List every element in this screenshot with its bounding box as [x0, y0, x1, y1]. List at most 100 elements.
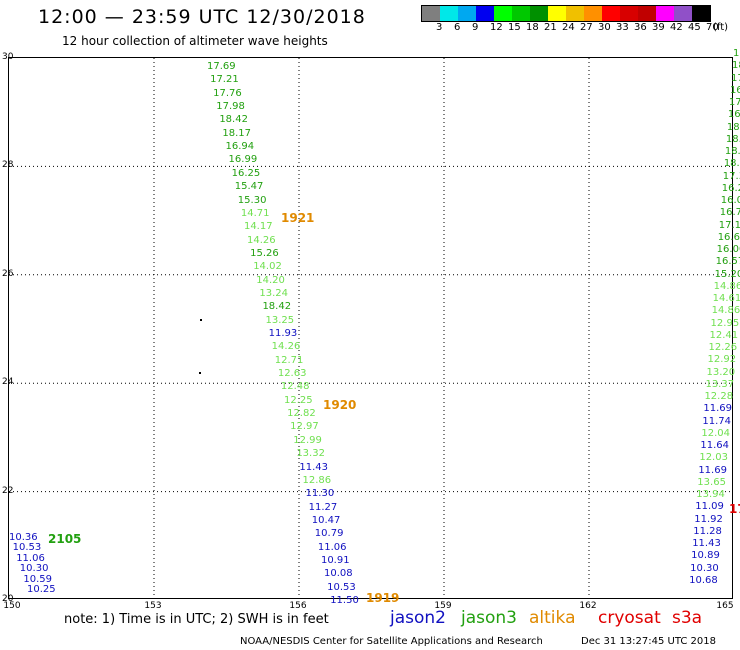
- wave-height-value: 16.63: [717, 231, 740, 243]
- wave-height-value: 10.79: [314, 528, 344, 540]
- wave-height-value: 16: [727, 109, 740, 121]
- legend-swatch: [674, 6, 692, 21]
- footer-source: NOAA/NESDIS Center for Satellite Applica…: [240, 636, 543, 647]
- wave-height-value: 12.92: [707, 354, 737, 366]
- track-marker-dot: [200, 319, 202, 321]
- legend-swatch: [584, 6, 602, 21]
- longitude-tick: 150: [3, 601, 21, 611]
- wave-height-value: 13.37: [705, 378, 735, 390]
- wave-height-value: 16.94: [225, 141, 255, 153]
- wave-height-value: 15.47: [234, 181, 264, 193]
- wave-height-value: 12.26: [708, 342, 738, 353]
- wave-height-value: 18.42: [262, 301, 292, 313]
- wave-height-value: 17: [728, 97, 740, 108]
- wave-height-value: 10.08: [324, 568, 353, 580]
- legend-label: 24: [562, 22, 575, 33]
- wave-height-value: 11.06: [16, 552, 45, 564]
- legend-label: 36: [634, 22, 647, 33]
- satellite-cryosat: cryosat: [598, 608, 661, 628]
- color-scale-labels: 3 6 9 12 15 18 21 24 27 30 33 36 39 42 45 70 (ft): [421, 22, 740, 34]
- legend-label: 12: [490, 22, 503, 33]
- pass-time-label: 1921: [281, 211, 315, 225]
- legend-swatch: [440, 6, 458, 21]
- legend-swatch: [566, 6, 584, 21]
- pass-time-label: 17: [729, 502, 740, 516]
- wave-height-value: 16.25: [231, 167, 261, 179]
- wave-height-value: 18.17: [222, 127, 252, 139]
- longitude-tick: 156: [289, 601, 307, 611]
- wave-height-value: 16.57: [715, 256, 740, 268]
- wave-height-value: 11.69: [698, 464, 727, 476]
- longitude-tick: 162: [579, 601, 597, 611]
- legend-label: 42: [670, 22, 683, 33]
- map-note: note: 1) Time is in UTC; 2) SWH is in fe…: [64, 612, 329, 627]
- legend-label: 70: [706, 22, 719, 33]
- legend-label: 9: [472, 22, 479, 33]
- legend-label: (ft): [713, 22, 729, 33]
- wave-height-value: 14.26: [247, 234, 276, 246]
- legend-swatch: [620, 6, 638, 21]
- wave-height-value: 11.30: [305, 488, 335, 500]
- longitude-tick: 165: [716, 601, 734, 611]
- pass-time-label: 2105: [48, 532, 82, 546]
- wave-height-value: 17: [733, 48, 740, 59]
- wave-height-value: 13.94: [696, 489, 725, 500]
- wave-height-value: 14.20: [256, 274, 285, 286]
- wave-height-value: 14.61: [712, 293, 740, 304]
- wave-height-value: 15.20: [714, 268, 740, 280]
- wave-height-value: 10.91: [320, 554, 350, 566]
- wave-height-value: 13.25: [265, 314, 295, 326]
- track-marker-dot: [199, 372, 201, 374]
- satellite-altika: altika: [529, 608, 576, 628]
- legend-label: 3: [436, 22, 443, 33]
- wave-height-value: 10.53: [327, 581, 356, 593]
- satellite-jason2: jason2: [390, 608, 446, 628]
- wave-height-value: 10.30: [19, 563, 49, 575]
- wave-height-value: 13.32: [296, 448, 325, 460]
- wave-height-value: 12.86: [302, 474, 332, 486]
- wave-height-value: 12.04: [701, 427, 731, 439]
- legend-swatch: [512, 6, 530, 21]
- latitude-tick: 26: [2, 268, 14, 279]
- wave-height-value: 18: [731, 60, 740, 72]
- wave-height-value: 12.48: [280, 381, 310, 393]
- legend-swatch: [548, 6, 566, 21]
- wave-height-value: 16.0: [720, 195, 740, 206]
- wave-height-value: 18: [726, 121, 740, 133]
- wave-height-value: 10.36: [9, 532, 38, 543]
- legend-swatch: [458, 6, 476, 21]
- legend-swatch: [656, 6, 674, 21]
- wave-height-value: 13.20: [706, 366, 736, 378]
- wave-height-value: 16: [729, 84, 740, 96]
- wave-height-value: 11.64: [700, 440, 729, 451]
- wave-height-value: 11.28: [693, 525, 722, 537]
- wave-height-value: 14.02: [253, 261, 282, 273]
- legend-swatch: [638, 6, 656, 21]
- map-plot-area: [8, 57, 733, 599]
- wave-height-value: 16.00: [716, 244, 740, 255]
- wave-height-value: 12.41: [709, 329, 739, 341]
- wave-height-value: 10.89: [691, 550, 720, 562]
- wave-height-value: 10.25: [27, 584, 56, 595]
- pass-time-label: 1919: [366, 591, 400, 605]
- lat-lon-grid: [9, 58, 732, 598]
- wave-height-value: 17.98: [216, 101, 245, 113]
- legend-label: 45: [688, 22, 701, 33]
- wave-height-value: 12.28: [704, 391, 734, 402]
- legend-label: 21: [544, 22, 557, 33]
- latitude-tick: 22: [2, 485, 14, 496]
- satellite-jason3: jason3: [461, 608, 517, 628]
- wave-height-value: 10.68: [689, 574, 718, 586]
- pass-time-label: 1920: [323, 398, 357, 412]
- wave-height-value: 12.82: [287, 408, 316, 420]
- wave-height-value: 11.06: [317, 541, 347, 553]
- legend-swatch: [476, 6, 494, 21]
- legend-swatch: [602, 6, 620, 21]
- wave-height-value: 15.26: [250, 247, 279, 259]
- legend-label: 39: [652, 22, 665, 33]
- wave-height-value: 18.: [725, 133, 740, 145]
- wave-height-value: 12.97: [290, 421, 319, 433]
- legend-label: 27: [580, 22, 593, 33]
- legend-label: 15: [508, 22, 521, 33]
- color-scale-legend: [421, 5, 711, 22]
